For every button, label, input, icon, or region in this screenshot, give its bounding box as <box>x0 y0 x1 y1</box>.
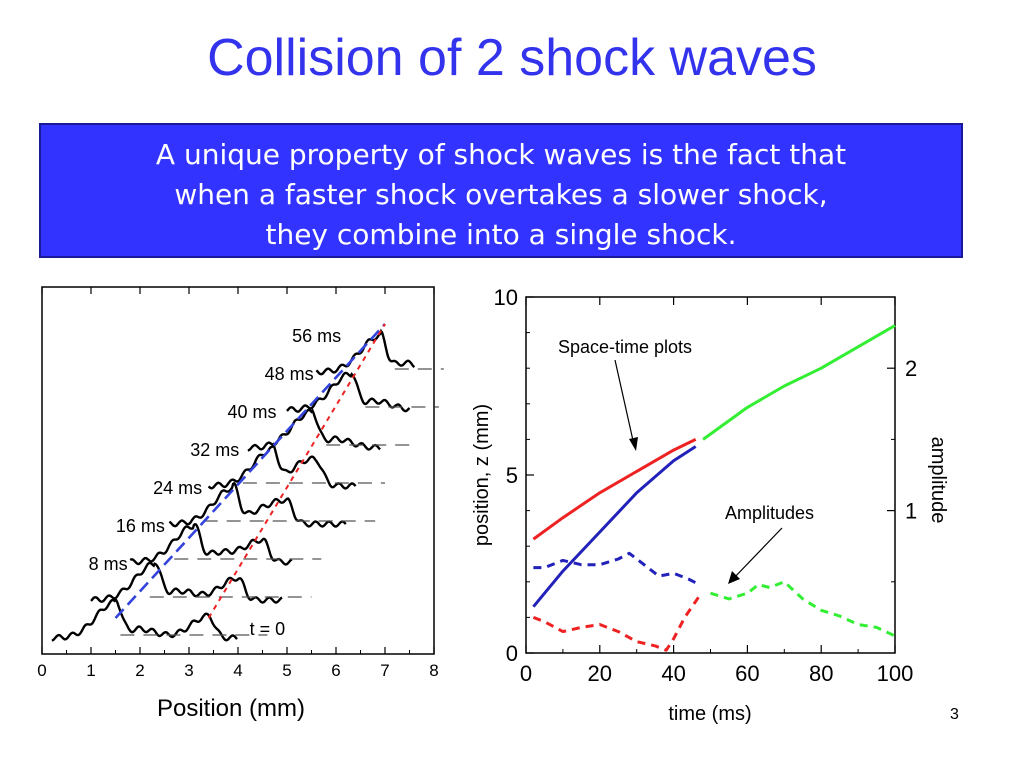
callout-line: when a faster shock overtakes a slower s… <box>41 175 961 215</box>
left-x-tick-label: 7 <box>380 661 389 680</box>
left-x-tick-label: 3 <box>184 661 193 680</box>
annotation-arrow-amplitudes <box>732 528 782 580</box>
callout-line: they combine into a single shock. <box>41 215 961 255</box>
left-x-tick-label: 4 <box>233 661 242 680</box>
baseline-label: t = 0 <box>250 619 286 639</box>
shock-waveform-chart: 0 1 2 3 4 5 6 7 8 8 ms 16 ms 24 ms 32 ms 40 ms 48 ms 5… <box>0 270 470 730</box>
right-y2-tick-label: 1 <box>905 499 917 524</box>
right-y-tick-label: 10 <box>494 285 518 310</box>
right-y2-axis-label: amplitude <box>927 437 949 524</box>
position-series-red <box>533 439 695 539</box>
left-x-tick-label: 6 <box>331 661 340 680</box>
waveform-line <box>52 599 237 640</box>
waveform-label: 48 ms <box>265 364 314 384</box>
position-series-blue <box>533 447 695 607</box>
annotation-arrow-space-time <box>615 360 634 445</box>
callout-line: A unique property of shock waves is the … <box>41 135 961 175</box>
annotation-space-time: Space-time plots <box>558 337 692 357</box>
left-x-tick-label: 8 <box>429 661 438 680</box>
left-x-tick-label: 1 <box>86 661 95 680</box>
position-series-green <box>703 326 895 440</box>
right-x-tick-label: 100 <box>877 661 914 686</box>
fast-shock-trend-line <box>116 324 386 618</box>
left-x-tick-label: 5 <box>282 661 291 680</box>
right-x-tick-label: 20 <box>588 661 612 686</box>
space-time-chart: 0 20 40 60 80 100 0 5 10 1 2 time (ms) position, z… <box>460 270 950 730</box>
right-y-axis-label: position, z (mm) <box>471 404 493 546</box>
waveform-label: 24 ms <box>153 478 202 498</box>
left-x-axis-label: Position (mm) <box>157 695 305 722</box>
annotation-amplitudes: Amplitudes <box>725 503 814 523</box>
waveform-label: 56 ms <box>292 326 341 346</box>
right-y2-tick-label: 2 <box>905 356 917 381</box>
right-x-tick-label: 0 <box>520 661 532 686</box>
slide-title: Collision of 2 shock waves <box>0 28 1024 88</box>
right-x-tick-label: 80 <box>809 661 833 686</box>
annotation-arrowhead-space-time <box>629 437 638 451</box>
right-y-tick-label: 5 <box>506 463 518 488</box>
amplitude-series-blue <box>533 553 699 584</box>
amplitude-series-red <box>533 596 699 650</box>
waveform-label: 8 ms <box>89 554 128 574</box>
left-x-tick-label: 0 <box>37 661 46 680</box>
right-x-tick-label: 60 <box>735 661 759 686</box>
right-x-axis-label: time (ms) <box>668 703 751 725</box>
amplitude-series-green <box>711 582 896 636</box>
waveform-label: 40 ms <box>227 402 276 422</box>
left-x-tick-label: 2 <box>135 661 144 680</box>
waveform-label: 16 ms <box>116 516 165 536</box>
page-number: 3 <box>950 706 959 724</box>
right-y-tick-label: 0 <box>506 641 518 666</box>
right-x-tick-label: 40 <box>661 661 685 686</box>
callout-box: A unique property of shock waves is the … <box>39 123 963 258</box>
waveform-label: 32 ms <box>190 440 239 460</box>
